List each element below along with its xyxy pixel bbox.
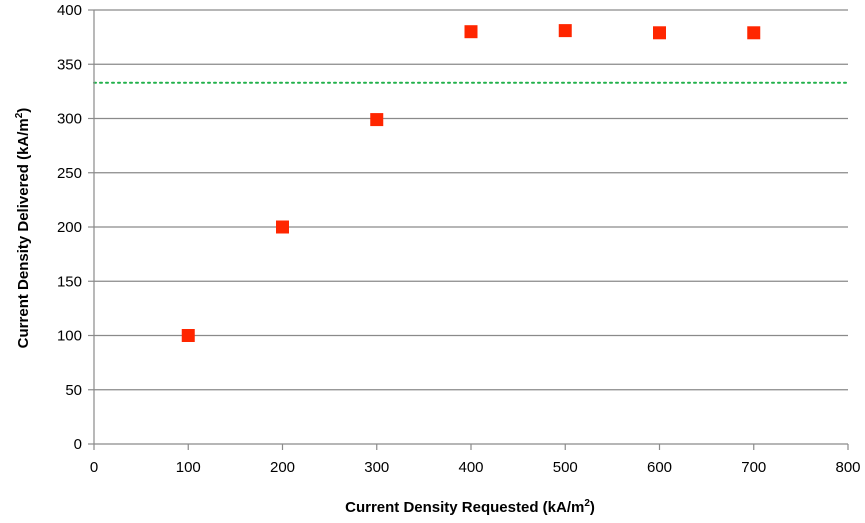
data-point <box>464 25 478 39</box>
y-tick-label: 200 <box>57 219 82 236</box>
data-points <box>181 24 761 342</box>
grid-lines <box>94 9 848 391</box>
y-tick-label: 100 <box>57 328 82 345</box>
x-tick-label: 0 <box>90 459 98 476</box>
data-point <box>181 329 195 342</box>
tick-labels: 0 50 100 150 200 250 300 350 400 0 100 200 300 400 500… <box>57 2 861 476</box>
y-axis-title: Current Density Delivered (kA/m2) <box>14 108 32 349</box>
x-axis-title: Current Density Requested (kA/m2) <box>345 498 595 516</box>
x-tick-label: 700 <box>741 459 766 476</box>
x-tick-label: 300 <box>364 459 389 476</box>
y-tick-label: 250 <box>57 165 82 182</box>
axes <box>88 9 849 450</box>
data-point <box>653 26 666 40</box>
y-tick-label: 400 <box>57 2 82 19</box>
x-tick-label: 200 <box>270 459 295 476</box>
data-point <box>276 220 289 234</box>
y-tick-label: 300 <box>57 111 82 128</box>
y-tick-label: 50 <box>65 382 82 399</box>
data-point <box>370 113 384 127</box>
y-tick-label: 0 <box>74 436 82 453</box>
x-tick-label: 400 <box>458 459 483 476</box>
y-tick-label: 150 <box>57 273 82 290</box>
x-tick-label: 500 <box>553 459 578 476</box>
y-tick-label: 350 <box>57 56 82 73</box>
data-point <box>558 24 572 38</box>
x-tick-label: 600 <box>647 459 672 476</box>
x-tick-label: 100 <box>176 459 201 476</box>
x-tick-label: 800 <box>835 459 860 476</box>
data-point <box>747 26 761 40</box>
